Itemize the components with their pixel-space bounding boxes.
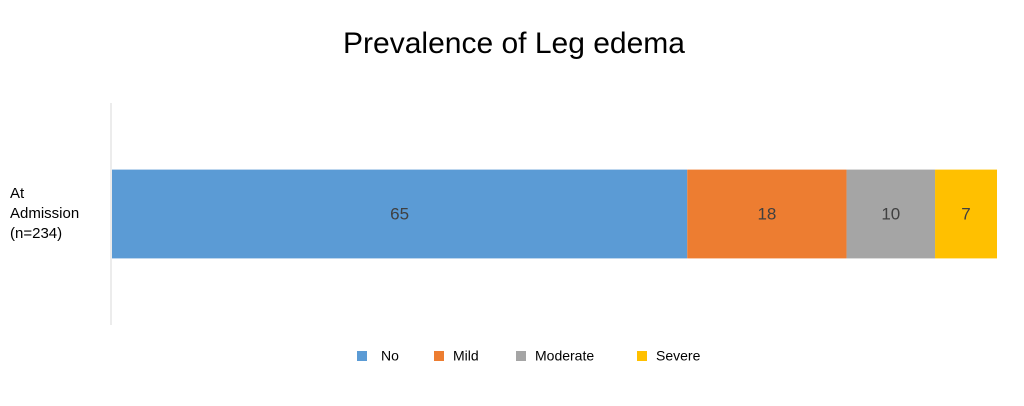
legend-label: Severe xyxy=(656,348,701,364)
legend-swatch xyxy=(357,351,367,361)
bar-segment xyxy=(846,169,936,259)
bar-segment xyxy=(935,169,997,259)
legend-swatch xyxy=(516,351,526,361)
y-tick-label: At Admission (n=234) xyxy=(10,185,79,242)
y-tick-label-line: At xyxy=(10,185,25,202)
legend-label: No xyxy=(381,348,399,364)
bar-segment xyxy=(687,169,847,259)
chart-title: Prevalence of Leg edema xyxy=(343,27,685,60)
legend-swatch xyxy=(434,351,444,361)
data-label: 65 xyxy=(390,204,409,223)
data-label: 7 xyxy=(961,204,970,223)
legend-label: Mild xyxy=(453,348,479,364)
legend-swatch xyxy=(637,351,647,361)
legend-label: Moderate xyxy=(535,348,594,364)
bar-segment xyxy=(112,169,688,259)
y-tick-label-line: (n=234) xyxy=(10,225,62,242)
data-label: 18 xyxy=(757,204,776,223)
y-tick-label-line: Admission xyxy=(10,205,79,222)
data-label: 10 xyxy=(881,204,900,223)
